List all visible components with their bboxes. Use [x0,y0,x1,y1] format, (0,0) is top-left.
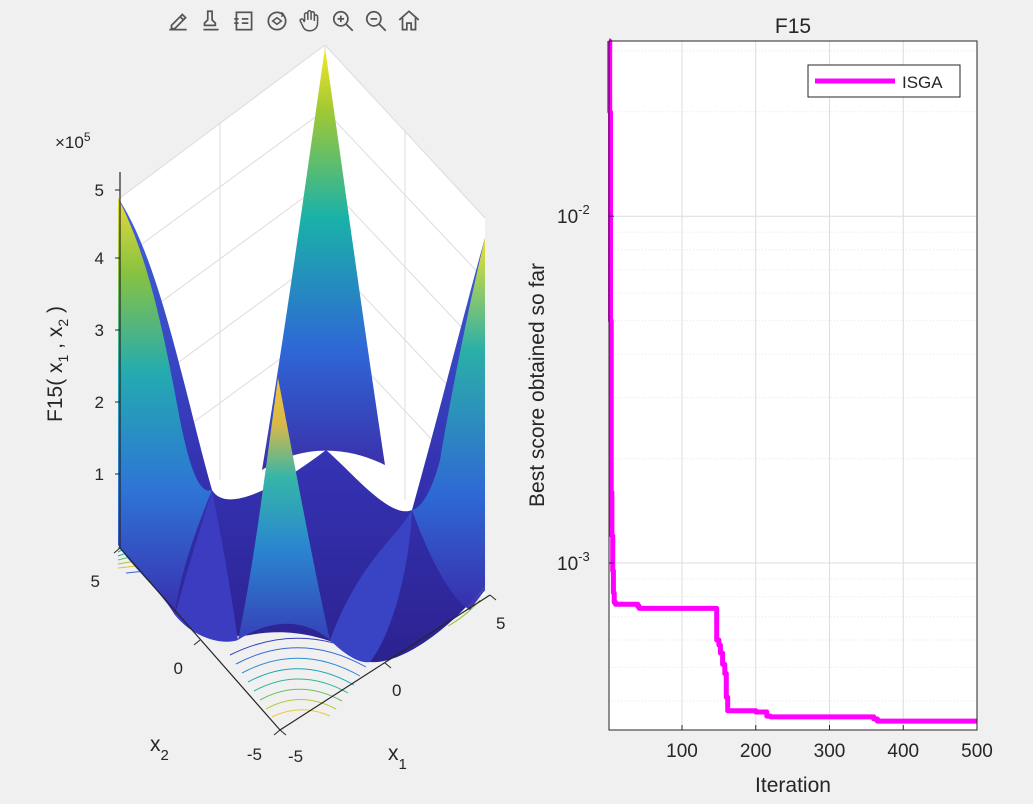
chart-title: F15 [775,15,811,38]
x-axis-ticks: 100 200 300 400 500 [666,725,993,762]
export-button[interactable] [163,5,192,37]
z-tick-label: 2 [95,393,104,412]
brush-button[interactable] [196,5,225,37]
x2-tick-0: 0 [174,659,183,678]
rotate-3d-icon [266,11,287,31]
zoom-out-button[interactable] [361,5,390,37]
rotate-3d-button[interactable] [262,5,291,37]
x-tick-label: 500 [961,741,993,762]
x1-tick-minus5: -5 [288,747,303,766]
x1-tick-5: 5 [496,614,505,633]
z-tick-label: 1 [95,465,104,484]
z-axis-label: F15( x1 , x2 ) [44,306,71,422]
data-tips-button[interactable] [229,5,258,37]
home-icon [398,10,419,31]
export-icon [168,13,187,31]
pan-hand-icon [298,10,318,32]
z-tick-label: 4 [95,249,104,268]
y-axis-ticks: 10-3 10-2 [557,202,614,575]
legend-label-isga: ISGA [902,73,943,92]
x1-axis-label: x1 [388,742,407,773]
pan-hand-button[interactable] [295,5,324,37]
legend[interactable]: ISGA [807,64,961,98]
x-tick-label: 300 [814,741,846,762]
x2-axis-label: x2 [150,733,169,764]
zoom-in-button[interactable] [328,5,357,37]
x-axis-label: Iteration [755,774,831,797]
plot-area [609,41,977,730]
z-tick-label: 3 [95,321,104,340]
x-tick-label: 400 [887,741,919,762]
home-button[interactable] [394,5,423,37]
x1-tick-0: 0 [392,681,401,700]
x-tick-label: 200 [740,741,772,762]
axis-frame [119,172,491,731]
surface-back-spike [262,48,385,470]
surface-right-wing [412,238,485,610]
z-axis-multiplier: ×105 [55,130,91,152]
z-tick-label: 5 [95,181,104,200]
zoom-in-icon [332,10,353,32]
series-line-isga [607,38,977,724]
surface-front-left-trough [175,490,238,642]
y-tick-label: 10-3 [557,549,590,575]
axis-ticks [113,189,497,736]
surface-front-right-trough [330,510,412,663]
x2-tick-minus5: -5 [247,745,262,764]
zoom-out-icon [365,10,386,32]
surface-left-wing [118,198,212,615]
x2-tick-5: 5 [91,572,100,591]
data-tips-icon [233,11,252,31]
y-tick-label: 10-2 [557,202,590,228]
surface-plot-3d[interactable]: ×105 5 4 3 2 1 F15( x1 , x2 ) 5 0 -5 -5 0 5 … [44,44,505,773]
z-axis-tick-labels: 5 4 3 2 1 [95,181,104,484]
surface-center-spike [238,378,330,640]
x-tick-label: 100 [666,741,698,762]
figure-toolbar [163,2,423,40]
brush-icon [202,10,219,31]
convergence-plot[interactable]: 100 200 300 400 500 10-3 10-2 F15 Iteration B… [526,15,993,797]
minor-grid [609,50,977,702]
y-axis-label: Best score obtained so far [526,263,549,507]
plot-frame [608,40,978,731]
